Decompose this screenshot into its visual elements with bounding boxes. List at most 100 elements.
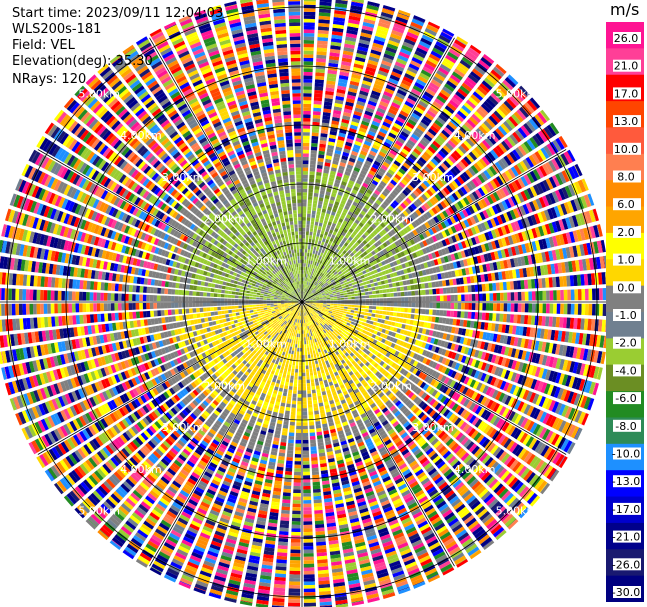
ray-gate xyxy=(445,54,457,64)
ray-gate xyxy=(379,298,384,302)
ray-gate xyxy=(384,50,396,57)
ray-gate xyxy=(426,109,437,118)
ray-gate xyxy=(347,320,352,324)
ray-gate xyxy=(304,326,307,331)
ray-gate xyxy=(358,153,366,160)
ray-gate xyxy=(306,329,309,334)
ray-gate xyxy=(336,292,341,295)
ray-gate xyxy=(350,225,356,231)
ray-gate xyxy=(323,299,327,301)
ray-gate xyxy=(345,316,350,320)
ray-gate xyxy=(567,289,572,301)
ray-gate xyxy=(358,213,364,219)
ray-gate xyxy=(313,100,322,105)
ray-gate xyxy=(303,135,310,140)
ray-gate xyxy=(381,315,386,320)
ray-gate xyxy=(326,151,333,157)
ray-gate xyxy=(391,146,400,153)
ray-gate xyxy=(464,303,469,310)
ray-gate xyxy=(325,239,329,244)
ray-gate xyxy=(323,303,327,305)
ray-gate xyxy=(439,310,444,316)
ray-gate xyxy=(434,281,440,288)
ray-gate xyxy=(383,91,393,98)
ray-gate xyxy=(310,260,313,265)
ray-gate xyxy=(402,318,407,324)
ray-gate xyxy=(467,47,480,58)
ray-gate xyxy=(376,302,380,306)
ray-gate xyxy=(319,193,325,198)
ray-gate xyxy=(428,289,433,295)
ray-gate xyxy=(341,244,347,250)
ray-gate xyxy=(434,316,440,323)
ray-gate xyxy=(315,236,319,241)
ray-gate xyxy=(345,213,352,219)
ray-gate xyxy=(353,110,363,117)
ray-gate xyxy=(465,50,478,61)
ray-gate xyxy=(314,89,323,95)
ray-gate xyxy=(326,303,331,305)
ray-gate xyxy=(308,238,312,243)
ray-gate xyxy=(371,290,376,295)
ray-gate xyxy=(352,316,357,320)
ray-gate xyxy=(393,95,404,103)
ray-gate xyxy=(344,170,351,177)
ray-gate xyxy=(310,339,313,344)
ray-gate xyxy=(406,285,412,291)
ray-gate xyxy=(312,268,315,273)
ray-gate xyxy=(412,85,423,93)
ray-gate xyxy=(306,277,309,282)
ray-gate xyxy=(337,221,342,227)
ray-gate xyxy=(395,282,400,287)
ray-gate xyxy=(328,177,335,183)
ray-gate xyxy=(322,238,326,243)
ray-gate xyxy=(347,302,352,305)
ray-gate xyxy=(303,82,313,87)
ray-gate xyxy=(303,125,311,129)
ray-gate xyxy=(355,302,359,305)
ray-gate xyxy=(303,287,305,292)
ray-gate xyxy=(303,291,306,296)
ray-gate xyxy=(339,203,345,208)
ray-gate xyxy=(317,40,328,45)
ray-gate xyxy=(418,308,423,314)
ray-gate xyxy=(425,296,430,302)
ray-gate xyxy=(373,282,379,287)
ray-gate xyxy=(404,73,415,81)
ray-gate xyxy=(405,34,417,43)
ray-gate xyxy=(344,233,350,239)
ray-gate xyxy=(365,295,370,299)
ray-gate xyxy=(446,295,451,302)
ray-gate xyxy=(329,295,334,298)
ray-gate xyxy=(436,302,441,309)
ray-gate xyxy=(399,286,405,292)
ray-gate xyxy=(332,189,338,195)
ray-gate xyxy=(305,281,308,285)
ray-gate xyxy=(389,149,398,156)
ray-gate xyxy=(328,62,339,68)
ray-gate xyxy=(309,263,312,268)
ray-gate xyxy=(358,42,370,49)
ray-gate xyxy=(427,282,433,288)
ray-gate xyxy=(360,150,368,157)
ray-gate xyxy=(348,157,356,163)
ray-gate xyxy=(313,107,322,112)
ray-gate xyxy=(360,314,365,319)
ray-gate xyxy=(308,343,312,348)
ray-gate xyxy=(408,63,420,72)
ray-gate xyxy=(407,28,420,37)
ray-gate xyxy=(325,213,330,218)
ray-gate xyxy=(362,302,366,305)
ray-gate xyxy=(303,103,312,108)
ray-gate xyxy=(350,1,364,8)
ray-gate xyxy=(359,317,364,322)
ray-gate xyxy=(507,303,511,312)
ray-gate xyxy=(343,174,350,180)
ray-gate xyxy=(489,303,494,311)
ray-gate xyxy=(411,133,420,141)
ray-gate xyxy=(309,253,312,257)
ray-gate xyxy=(317,161,324,166)
ray-gate xyxy=(316,300,320,302)
ray-gate xyxy=(379,302,384,306)
ray-gate xyxy=(441,317,447,324)
